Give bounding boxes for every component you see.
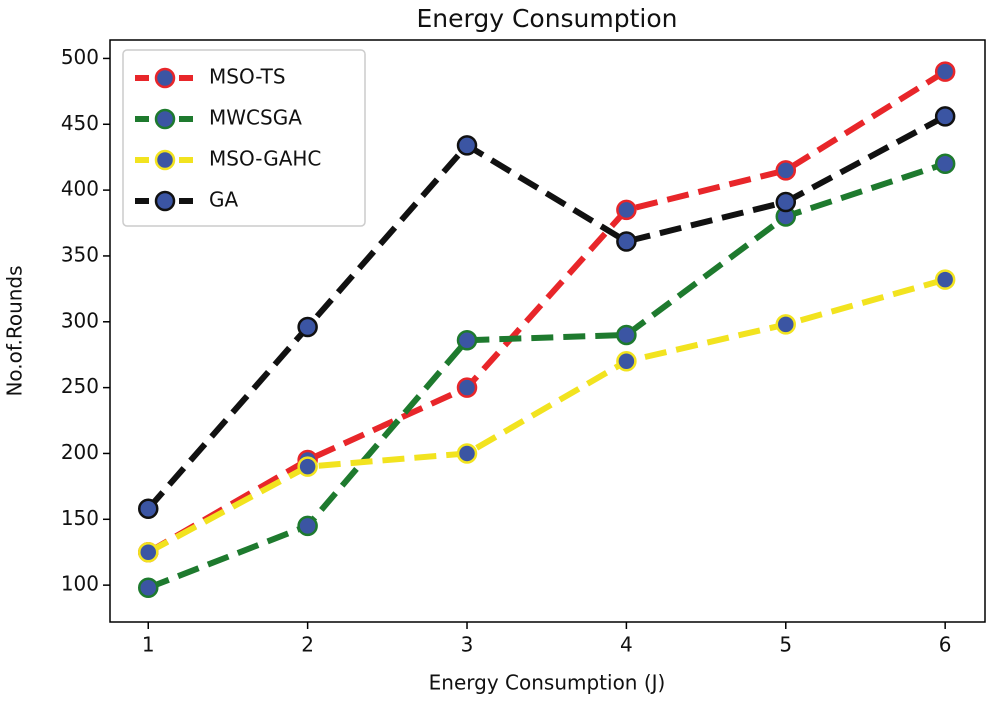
data-point: [297, 515, 318, 537]
data-point: [616, 351, 637, 372]
data-point: [616, 231, 637, 252]
data-point: [456, 135, 478, 156]
y-tick-label: 250: [61, 374, 99, 398]
y-tick-label: 150: [61, 506, 99, 530]
x-tick-label: 5: [779, 633, 792, 657]
data-point: [456, 329, 478, 351]
data-point: [138, 541, 159, 563]
legend-box: [122, 49, 366, 227]
y-tick-label: 200: [61, 440, 99, 464]
legend-marker: [154, 190, 176, 212]
data-point: [934, 153, 956, 175]
data-point: [616, 199, 637, 221]
series-line: [145, 113, 947, 511]
y-tick-label: 400: [61, 177, 99, 201]
x-tick-label: 1: [142, 633, 155, 657]
data-point: [456, 377, 478, 398]
x-axis-label: Energy Consumption (J): [429, 671, 666, 695]
data-point: [297, 456, 318, 477]
legend-label: GA: [209, 188, 238, 212]
y-tick-label: 300: [61, 308, 99, 332]
data-point: [138, 577, 159, 599]
data-point: [138, 498, 159, 520]
data-point: [934, 269, 956, 290]
data-point: [775, 191, 797, 213]
legend-marker: [154, 67, 176, 89]
x-tick-label: 4: [620, 633, 633, 657]
data-point: [616, 324, 637, 346]
x-tick-label: 2: [301, 633, 314, 657]
x-tick-label: 3: [461, 633, 474, 657]
y-axis-label: No.of.Rounds: [3, 265, 27, 396]
data-point: [934, 61, 956, 82]
y-tick-label: 100: [61, 572, 99, 596]
x-tick-label: 6: [939, 633, 952, 657]
legend-label: MSO-TS: [209, 65, 286, 89]
data-point: [456, 443, 478, 464]
y-tick-label: 450: [61, 111, 99, 135]
series-line: [146, 276, 946, 555]
series-line: [147, 160, 947, 591]
legend-label: MSO-GAHC: [209, 147, 321, 171]
data-point: [934, 106, 956, 127]
legend-marker: [154, 149, 176, 171]
y-tick-label: 350: [61, 242, 99, 266]
y-tick-label: 500: [61, 45, 99, 69]
chart-title: Energy Consumption: [416, 4, 677, 33]
data-point: [297, 316, 318, 338]
legend-marker: [154, 108, 176, 130]
data-point: [775, 160, 797, 181]
data-point: [775, 314, 797, 335]
legend-label: MWCSGA: [209, 106, 302, 130]
plot-frame: [109, 39, 986, 623]
